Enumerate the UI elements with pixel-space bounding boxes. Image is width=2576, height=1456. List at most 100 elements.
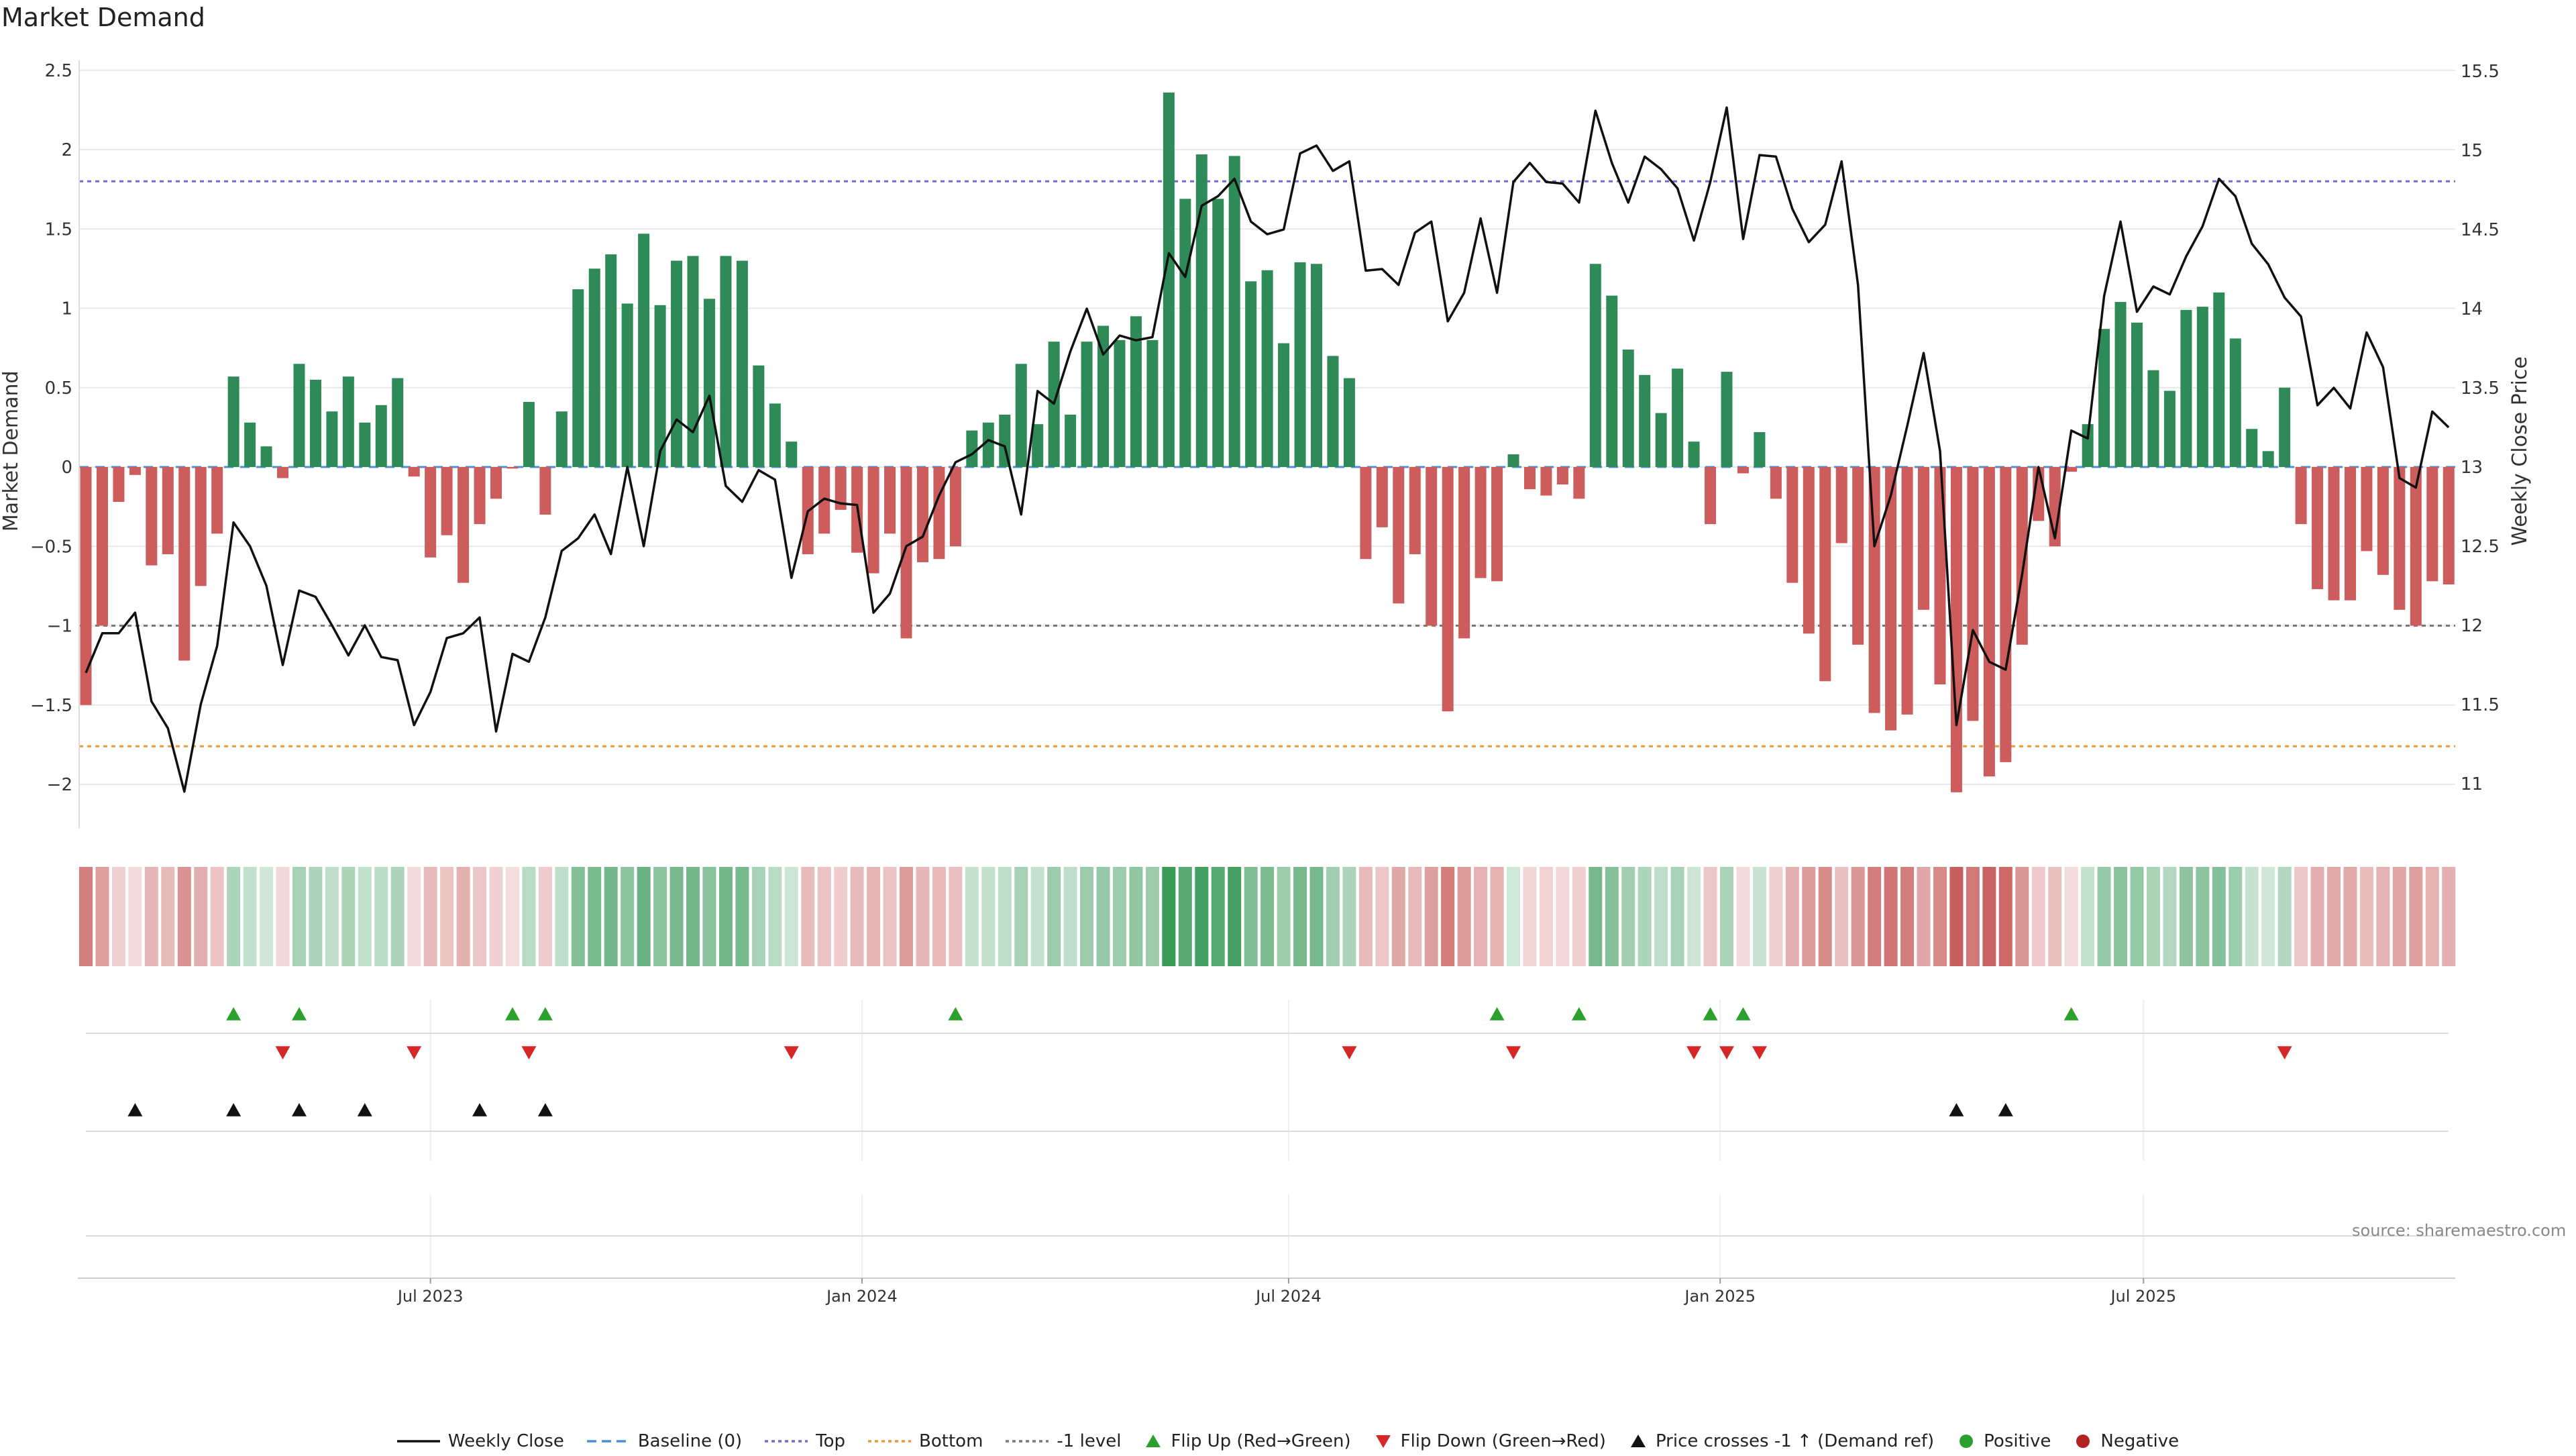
demand-bar <box>605 254 617 467</box>
demand-bar <box>966 430 978 467</box>
demand-bar <box>458 467 470 583</box>
heat-cell <box>1129 867 1143 966</box>
heat-cell <box>309 867 323 966</box>
demand-bar <box>1786 467 1799 583</box>
y-tick-label: 0 <box>61 458 72 478</box>
heat-cell <box>489 867 503 966</box>
heat-cell <box>1457 867 1471 966</box>
y2-tick-label: 13.5 <box>2461 378 2500 399</box>
demand-bar <box>1950 467 1962 792</box>
demand-bar <box>818 467 830 534</box>
price-cross-marker <box>1949 1103 1964 1116</box>
heat-cell <box>817 867 831 966</box>
heat-cell <box>2015 867 2029 966</box>
demand-bar <box>638 233 650 467</box>
heat-cell <box>1178 867 1192 966</box>
weekly-close-line <box>85 106 2450 793</box>
demand-bar <box>1918 467 1930 610</box>
heat-cell <box>161 867 175 966</box>
heat-cell <box>325 867 339 966</box>
demand-bar <box>1540 467 1552 496</box>
heat-cell <box>2163 867 2177 966</box>
demand-bar <box>982 422 994 467</box>
heat-cell <box>210 867 224 966</box>
demand-bar <box>1114 340 1126 467</box>
heat-cell <box>850 867 864 966</box>
demand-bar <box>2180 309 2192 467</box>
y2-tick-label: 15.5 <box>2461 62 2500 82</box>
demand-bar <box>309 379 321 467</box>
demand-bar <box>1015 364 1027 467</box>
heat-cell <box>2409 867 2423 966</box>
legend-item: Positive <box>1957 1431 2051 1451</box>
y2-axis-label: Weekly Close Price <box>2508 356 2532 545</box>
heat-cell <box>2048 867 2062 966</box>
heat-cell <box>1654 867 1668 966</box>
heat-cell <box>669 867 684 966</box>
heat-cell <box>784 867 798 966</box>
x-tick-label: Jul 2025 <box>2109 1287 2176 1306</box>
heat-cell <box>1933 867 1947 966</box>
heat-cell <box>423 867 437 966</box>
axes: 2.5 2 1.5 1 0.5 0 −0.5 −1 −1.5 −2 15.5 15 14.5 14 13.5… <box>0 60 2532 829</box>
demand-bar <box>1737 467 1749 474</box>
heat-cell <box>1277 867 1291 966</box>
demand-bar <box>129 467 141 475</box>
legend-label: -1 level <box>1057 1431 1122 1451</box>
heat-cell <box>2114 867 2128 966</box>
flip-down-marker <box>2277 1046 2292 1059</box>
heat-cell <box>1605 867 1619 966</box>
heat-cell <box>735 867 749 966</box>
demand-bar <box>1228 156 1240 467</box>
demand-bar <box>555 411 568 467</box>
demand-bar <box>884 467 896 534</box>
heat-cell <box>965 867 979 966</box>
legend-label: Flip Down (Green→Red) <box>1400 1431 1606 1451</box>
demand-bar <box>425 467 437 558</box>
heat-cell <box>604 867 618 966</box>
heat-cell <box>1769 867 1783 966</box>
heat-cell <box>1572 867 1586 966</box>
demand-bar <box>1327 356 1339 467</box>
heat-cell <box>227 867 241 966</box>
heat-cell <box>2442 867 2456 966</box>
demand-bar <box>2016 467 2028 645</box>
heat-cell <box>1917 867 1931 966</box>
heat-cell <box>1096 867 1110 966</box>
demand-bar <box>2328 467 2340 601</box>
demand-bar <box>1278 343 1290 467</box>
heat-cell <box>1687 867 1701 966</box>
legend-item: Price crosses -1 ↑ (Demand ref) <box>1629 1431 1934 1451</box>
heat-cell <box>1391 867 1405 966</box>
flip-up-marker <box>537 1007 553 1021</box>
heat-cell <box>1949 867 1964 966</box>
x-tick-label: Jan 2025 <box>1683 1287 1756 1306</box>
demand-bar <box>113 467 125 503</box>
heat-cell <box>1228 867 1242 966</box>
heat-cell <box>1195 867 1209 966</box>
demand-bar <box>2443 467 2455 585</box>
demand-bar <box>1868 467 1880 713</box>
demand-bar <box>671 260 683 467</box>
demand-bar <box>769 403 781 467</box>
heat-cell <box>1145 867 1159 966</box>
heat-cell <box>260 867 274 966</box>
heat-cell <box>1900 867 1915 966</box>
demand-bar <box>1852 467 1864 645</box>
heat-cell <box>2310 867 2324 966</box>
heat-cell <box>243 867 257 966</box>
heat-cell <box>1982 867 1996 966</box>
demand-bar <box>1081 342 1093 467</box>
demand-bar <box>474 467 486 525</box>
flip-up-marker <box>226 1007 241 1021</box>
heat-cell <box>1507 867 1521 966</box>
demand-bar <box>146 467 158 566</box>
demand-bars <box>80 92 2455 792</box>
heat-cell <box>932 867 946 966</box>
demand-bar <box>2065 467 2078 472</box>
heat-cell <box>1752 867 1766 966</box>
demand-bar <box>1163 92 1175 468</box>
heat-cell <box>128 867 142 966</box>
demand-bar <box>195 467 207 586</box>
heat-cell <box>1474 867 1488 966</box>
